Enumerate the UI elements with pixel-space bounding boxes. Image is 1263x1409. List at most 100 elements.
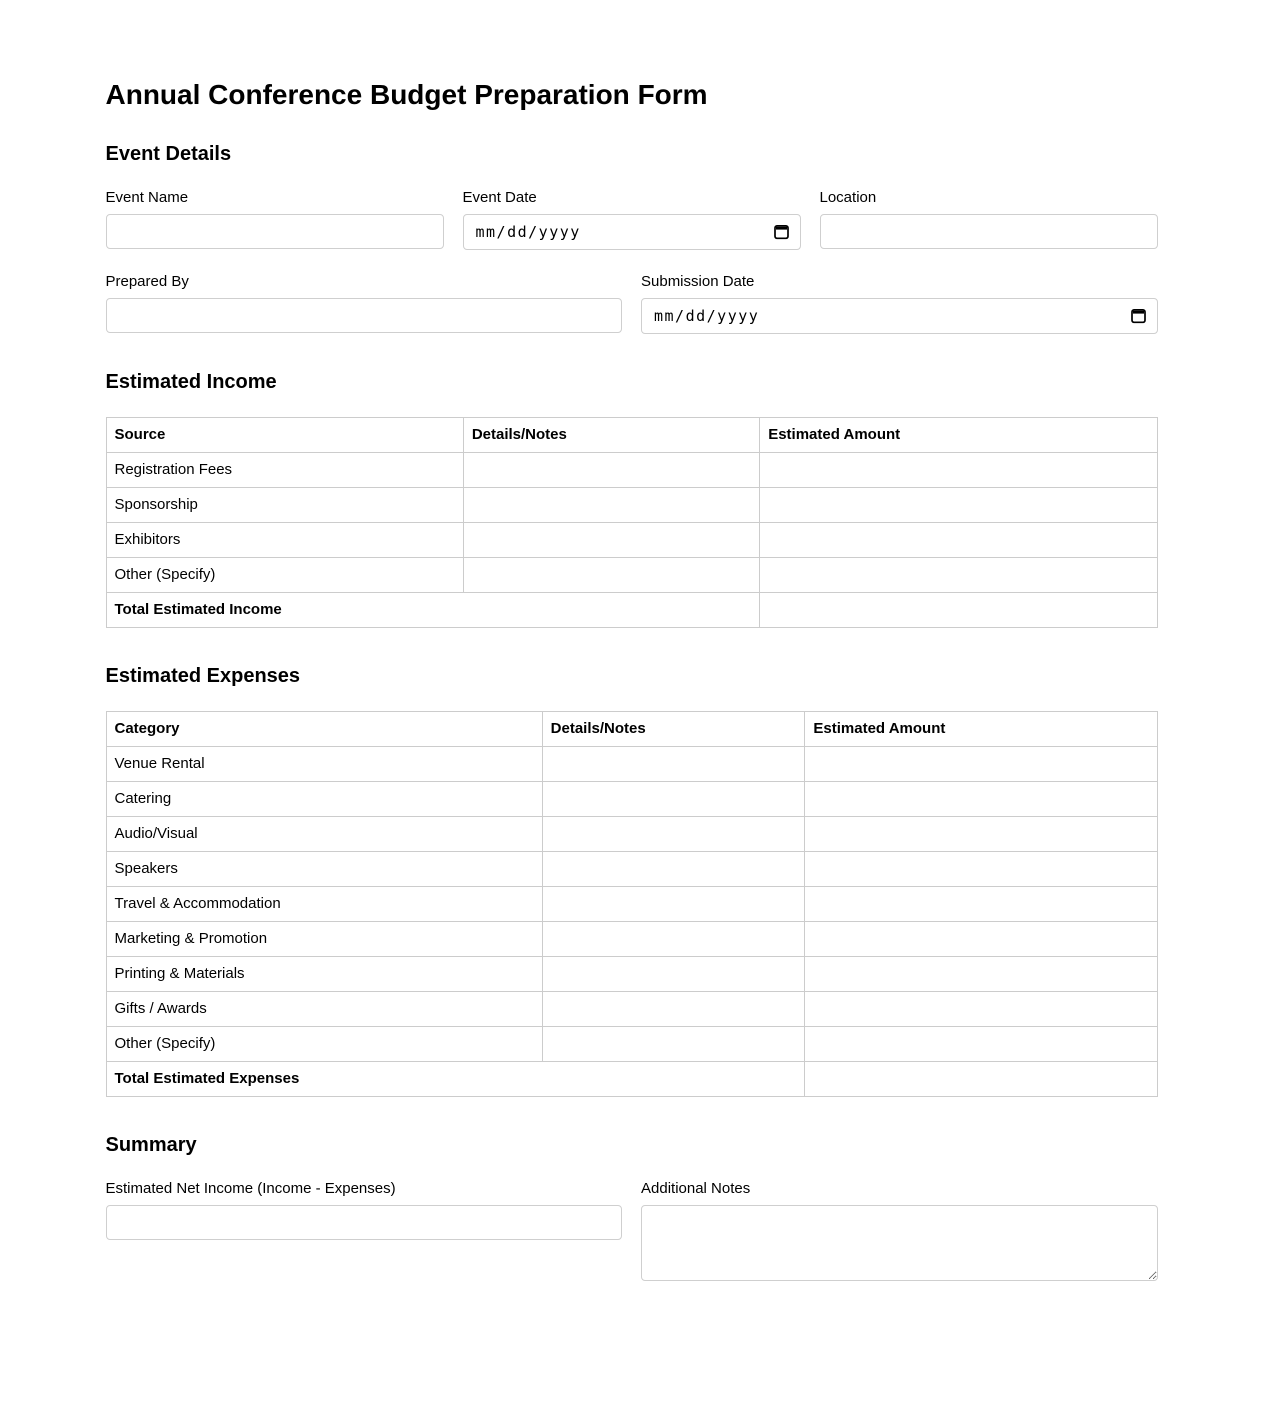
expense-row: Audio/Visual [105, 815, 1158, 852]
submission-date-input[interactable]: mm/dd/yyyy [641, 297, 1158, 334]
expense-row-label-cell: Travel & Accommodation [105, 885, 543, 922]
expense-row-label-cell: Speakers [105, 850, 543, 887]
income-row: Exhibitors [105, 521, 1158, 558]
event-details-row-2: Prepared By Submission Date mm/dd/yyyy [105, 272, 1158, 334]
expense-row-details-cell [541, 885, 806, 922]
estimated-expenses-section: Estimated Expenses Category Details/Note… [105, 664, 1158, 1097]
expense-row-details-cell [541, 990, 806, 1027]
expense-row-amount-cell [804, 990, 1158, 1027]
estimated-income-heading: Estimated Income [105, 370, 277, 393]
expense-row: Printing & Materials [105, 955, 1158, 992]
expenses-table: Category Details/Notes Estimated Amount … [105, 710, 1158, 1097]
expense-row-amount-cell [804, 780, 1158, 817]
event-name-input[interactable] [105, 213, 444, 249]
prepared-by-label: Prepared By [105, 272, 189, 290]
income-row: Registration Fees [105, 451, 1158, 488]
expenses-total-row: Total Estimated Expenses [105, 1060, 1158, 1097]
expense-row-details-cell [541, 815, 806, 852]
expense-row-details-cell [541, 955, 806, 992]
income-row-label-cell: Registration Fees [105, 451, 464, 488]
expense-row: Gifts / Awards [105, 990, 1158, 1027]
expense-row-details-cell [541, 780, 806, 817]
event-details-row-1: Event Name Event Date mm/dd/yyyy Locatio… [105, 188, 1158, 250]
income-row-amount-cell [759, 556, 1158, 593]
income-row-details-cell [462, 451, 761, 488]
net-income-label: Estimated Net Income (Income - Expenses) [105, 1179, 396, 1197]
income-row-amount-cell [759, 451, 1158, 488]
page-title: Annual Conference Budget Preparation For… [105, 79, 708, 110]
submission-date-placeholder: mm/dd/yyyy [654, 306, 760, 325]
expense-row-label-cell: Audio/Visual [105, 815, 543, 852]
calendar-icon[interactable] [773, 223, 790, 240]
expense-row-amount-cell [804, 815, 1158, 852]
location-input[interactable] [819, 213, 1158, 249]
income-row-details-cell [462, 486, 761, 523]
event-name-field-group: Event Name [105, 188, 444, 250]
expense-row-label-cell: Gifts / Awards [105, 990, 543, 1027]
submission-date-label: Submission Date [641, 272, 755, 290]
expense-row-label-cell: Printing & Materials [105, 955, 543, 992]
income-total-amount-cell [759, 591, 1158, 628]
expense-row-details-cell [541, 850, 806, 887]
income-row-amount-cell [759, 486, 1158, 523]
location-label: Location [819, 188, 877, 206]
budget-form-page: Annual Conference Budget Preparation For… [105, 0, 1158, 1409]
expense-row: Catering [105, 780, 1158, 817]
expense-row: Travel & Accommodation [105, 885, 1158, 922]
submission-date-field-group: Submission Date mm/dd/yyyy [641, 273, 1158, 334]
event-details-heading: Event Details [105, 142, 232, 165]
expense-row-label-cell: Catering [105, 780, 543, 817]
expense-row-amount-cell [804, 885, 1158, 922]
income-row: Other (Specify) [105, 556, 1158, 593]
expenses-header-row: Category Details/Notes Estimated Amount [105, 710, 1158, 747]
event-name-label: Event Name [105, 188, 189, 206]
expense-row-amount-cell [804, 920, 1158, 957]
income-row-details-cell [462, 556, 761, 593]
expenses-col-amount: Estimated Amount [804, 710, 1158, 747]
expenses-total-label: Total Estimated Expenses [105, 1060, 806, 1097]
expenses-total-amount-cell [804, 1060, 1158, 1097]
prepared-by-input[interactable] [105, 297, 622, 333]
expense-row-details-cell [541, 920, 806, 957]
summary-heading: Summary [105, 1133, 197, 1156]
expenses-col-category: Category [105, 710, 543, 747]
event-date-label: Event Date [462, 188, 537, 206]
income-total-row: Total Estimated Income [105, 591, 1158, 628]
income-row: Sponsorship [105, 486, 1158, 523]
income-total-label: Total Estimated Income [105, 591, 761, 628]
additional-notes-field-group: Additional Notes [641, 1180, 1158, 1286]
additional-notes-textarea[interactable] [641, 1204, 1158, 1281]
expense-row-label-cell: Marketing & Promotion [105, 920, 543, 957]
income-col-amount: Estimated Amount [759, 416, 1158, 453]
expense-row: Other (Specify) [105, 1025, 1158, 1062]
expense-row: Venue Rental [105, 745, 1158, 782]
calendar-icon[interactable] [1130, 307, 1147, 324]
income-row-label-cell: Sponsorship [105, 486, 464, 523]
income-table: Source Details/Notes Estimated Amount Re… [105, 416, 1158, 628]
expense-row: Marketing & Promotion [105, 920, 1158, 957]
additional-notes-label: Additional Notes [641, 1179, 751, 1197]
income-row-label-cell: Other (Specify) [105, 556, 464, 593]
estimated-expenses-heading: Estimated Expenses [105, 664, 301, 687]
income-row-amount-cell [759, 521, 1158, 558]
estimated-income-section: Estimated Income Source Details/Notes Es… [105, 370, 1158, 628]
prepared-by-field-group: Prepared By [105, 272, 622, 334]
net-income-field-group: Estimated Net Income (Income - Expenses) [105, 1179, 622, 1286]
expense-row-label-cell: Venue Rental [105, 745, 543, 782]
event-date-field-group: Event Date mm/dd/yyyy [462, 188, 801, 250]
event-date-input[interactable]: mm/dd/yyyy [462, 213, 801, 250]
expense-row: Speakers [105, 850, 1158, 887]
expense-row-label-cell: Other (Specify) [105, 1025, 543, 1062]
expense-row-amount-cell [804, 745, 1158, 782]
expense-row-amount-cell [804, 1025, 1158, 1062]
expense-row-details-cell [541, 1025, 806, 1062]
event-date-placeholder: mm/dd/yyyy [475, 222, 581, 241]
expense-row-amount-cell [804, 850, 1158, 887]
income-col-source: Source [105, 416, 464, 453]
location-field-group: Location [819, 188, 1158, 250]
expense-row-amount-cell [804, 955, 1158, 992]
income-row-details-cell [462, 521, 761, 558]
net-income-input[interactable] [105, 1204, 622, 1240]
expenses-col-details: Details/Notes [541, 710, 806, 747]
summary-row: Estimated Net Income (Income - Expenses)… [105, 1179, 1158, 1286]
